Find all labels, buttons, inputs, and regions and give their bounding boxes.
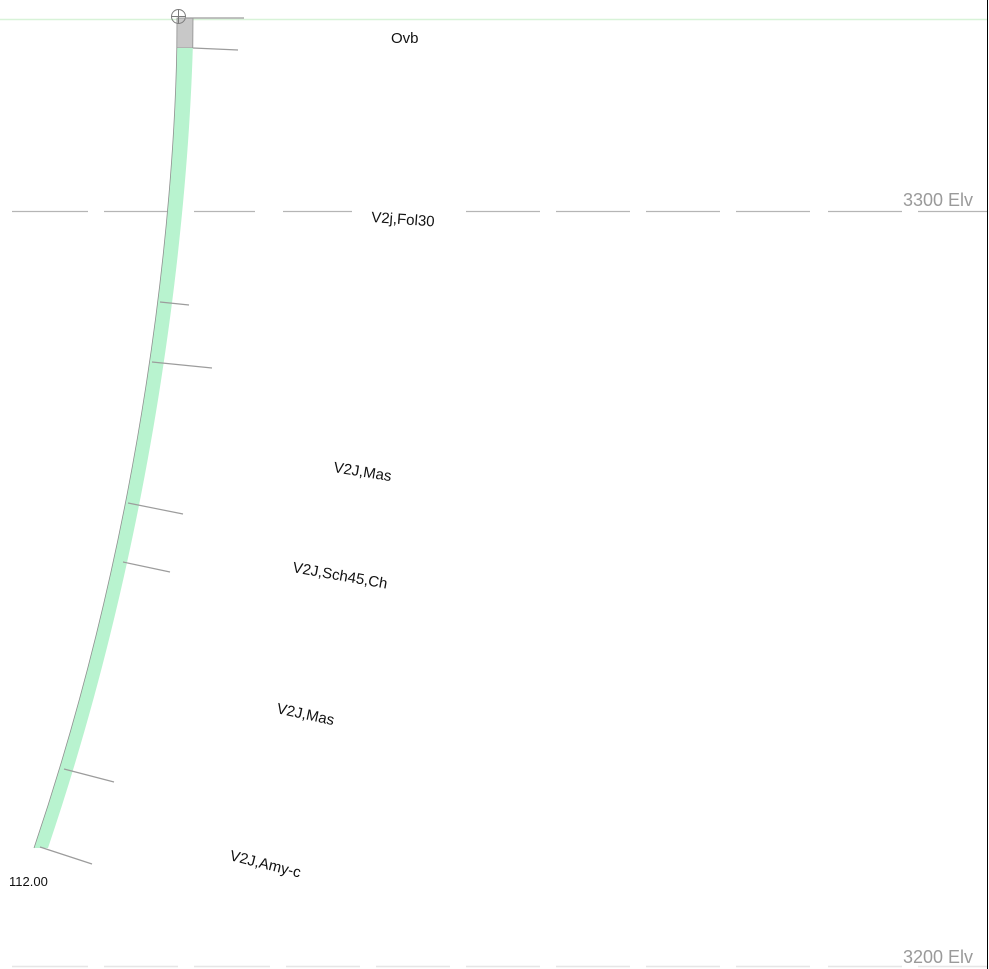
collar-circle-crosshair-icon (171, 9, 186, 24)
tick-5 (63, 768, 115, 783)
tick-2 (151, 361, 213, 369)
tick-4 (122, 561, 171, 573)
tick-3 (127, 502, 184, 515)
drillhole-rock-segment (34, 48, 193, 848)
interval-label-v2j-mas-2: V2J,Mas (275, 700, 336, 729)
drillhole-casing-segment (176, 17, 194, 49)
end-of-hole-depth-label: 112.00 (9, 874, 48, 889)
tick-ovb-base (192, 47, 239, 51)
drillhole-trace-outline (33, 47, 178, 849)
interval-label-v2j-mas-1: V2J,Mas (332, 459, 392, 485)
tick-1 (159, 301, 190, 306)
interval-label-ovb: Ovb (391, 30, 419, 47)
tick-eoh (39, 846, 93, 865)
interval-label-v2j-sch45-ch: V2J,Sch45,Ch (291, 559, 388, 592)
elevation-label-3200: 3200 Elv (903, 947, 973, 967)
interval-ticks (39, 17, 244, 865)
interval-label-v2j-fol30: V2j,Fol30 (371, 209, 435, 230)
interval-label-v2j-amy-c: V2J,Amy-c (228, 847, 303, 881)
elevation-label-3300: 3300 Elv (903, 190, 973, 210)
